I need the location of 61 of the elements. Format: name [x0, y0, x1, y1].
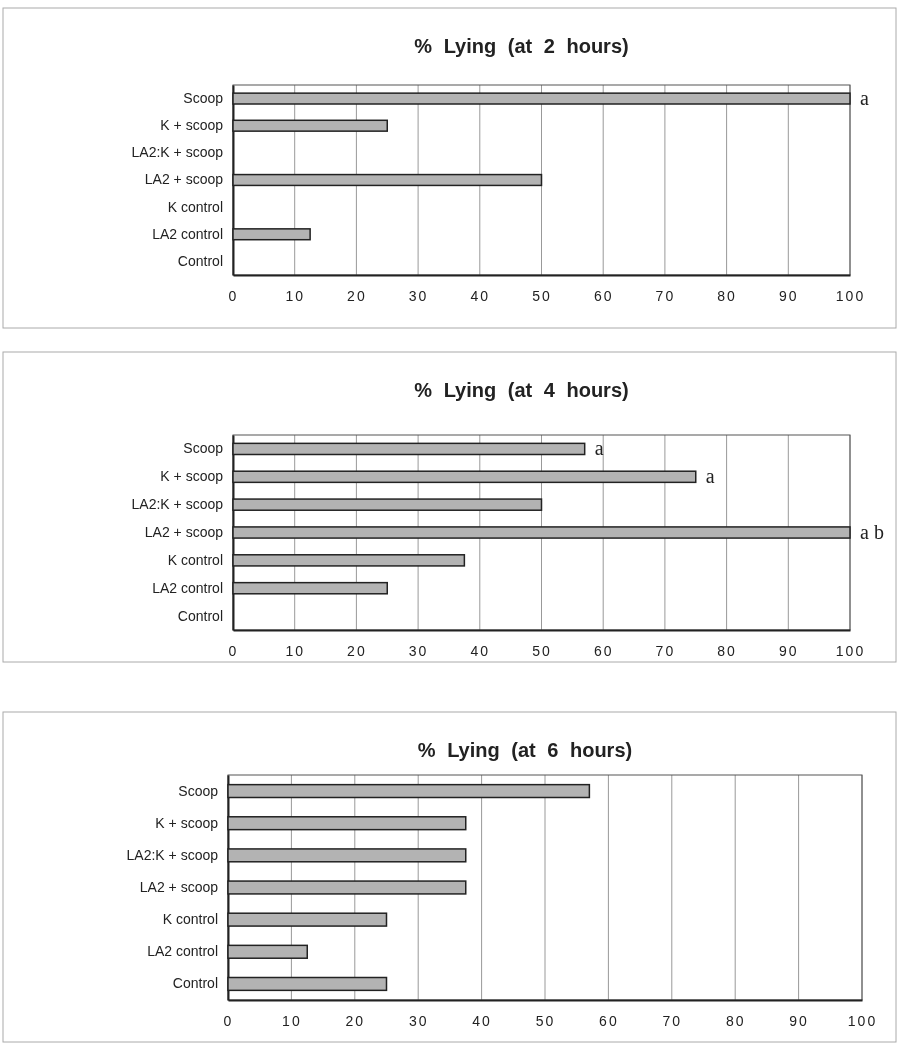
x-tick-label: 60: [593, 287, 614, 304]
x-tick-label: 100: [847, 1012, 878, 1029]
x-tick-label: 50: [532, 642, 552, 659]
x-tick-label: 60: [593, 642, 614, 659]
x-tick-label: 20: [347, 287, 367, 304]
y-tick-label: LA2 control: [147, 943, 218, 960]
x-tick-label: 50: [532, 287, 552, 304]
y-tick-label: K + scoop: [155, 814, 219, 831]
x-tick-label: 40: [470, 642, 491, 659]
x-tick-label: 20: [345, 1012, 366, 1029]
x-tick-label: 70: [662, 1012, 683, 1029]
chart-title: % Lying (at 6 hours): [417, 739, 633, 761]
x-tick-label: 0: [223, 1012, 234, 1029]
x-tick-label: 10: [285, 287, 305, 304]
y-tick-label: Scoop: [178, 782, 219, 799]
x-tick-label: 20: [347, 642, 367, 659]
x-tick-label: 100: [835, 642, 866, 659]
y-tick-label: K control: [162, 911, 218, 928]
x-tick-label: 60: [599, 1012, 619, 1029]
annotation: a b: [860, 520, 884, 543]
annotation: a: [705, 464, 715, 487]
chart-title: % Lying (at 4 hours): [414, 379, 629, 401]
y-tick-label: LA2:K + scoop: [131, 496, 224, 513]
x-tick-label: 30: [408, 287, 429, 304]
y-tick-label: K + scoop: [160, 468, 224, 485]
x-tick-label: 10: [285, 642, 305, 659]
chart-title: % Lying (at 2 hours): [414, 35, 629, 57]
y-tick-label: K + scoop: [160, 117, 224, 134]
y-tick-label: K control: [167, 551, 223, 568]
y-tick-label: Scoop: [183, 90, 224, 107]
annotation: a: [594, 436, 604, 459]
annotation: a: [860, 86, 869, 109]
y-tick-label: K control: [167, 198, 223, 215]
y-tick-label: LA2 + scoop: [144, 523, 224, 540]
x-tick-label: 50: [535, 1012, 556, 1029]
x-tick-label: 80: [717, 642, 737, 659]
x-tick-label: 40: [470, 287, 491, 304]
x-tick-label: 80: [717, 287, 737, 304]
y-tick-label: Control: [177, 607, 223, 624]
x-tick-label: 0: [228, 287, 239, 304]
x-tick-label: 80: [725, 1012, 746, 1029]
x-tick-label: 70: [655, 642, 676, 659]
x-tick-label: 90: [779, 642, 799, 659]
y-tick-label: Control: [172, 975, 218, 992]
y-tick-label: Scoop: [183, 440, 224, 457]
y-tick-label: LA2 control: [152, 579, 223, 596]
y-tick-label: LA2:K + scoop: [131, 144, 224, 161]
x-tick-label: 30: [408, 1012, 429, 1029]
y-tick-label: LA2 + scoop: [139, 878, 219, 895]
x-tick-label: 40: [472, 1012, 492, 1029]
x-tick-label: 0: [228, 642, 239, 659]
x-tick-label: 90: [779, 287, 799, 304]
y-tick-label: LA2 + scoop: [144, 171, 224, 188]
x-tick-label: 70: [655, 287, 676, 304]
x-tick-label: 100: [835, 287, 866, 304]
x-tick-label: 10: [282, 1012, 302, 1029]
y-tick-label: LA2:K + scoop: [126, 846, 219, 863]
y-tick-label: Control: [177, 252, 223, 269]
x-tick-label: 30: [408, 642, 429, 659]
y-tick-label: LA2 control: [152, 225, 223, 242]
x-tick-label: 90: [789, 1012, 809, 1029]
